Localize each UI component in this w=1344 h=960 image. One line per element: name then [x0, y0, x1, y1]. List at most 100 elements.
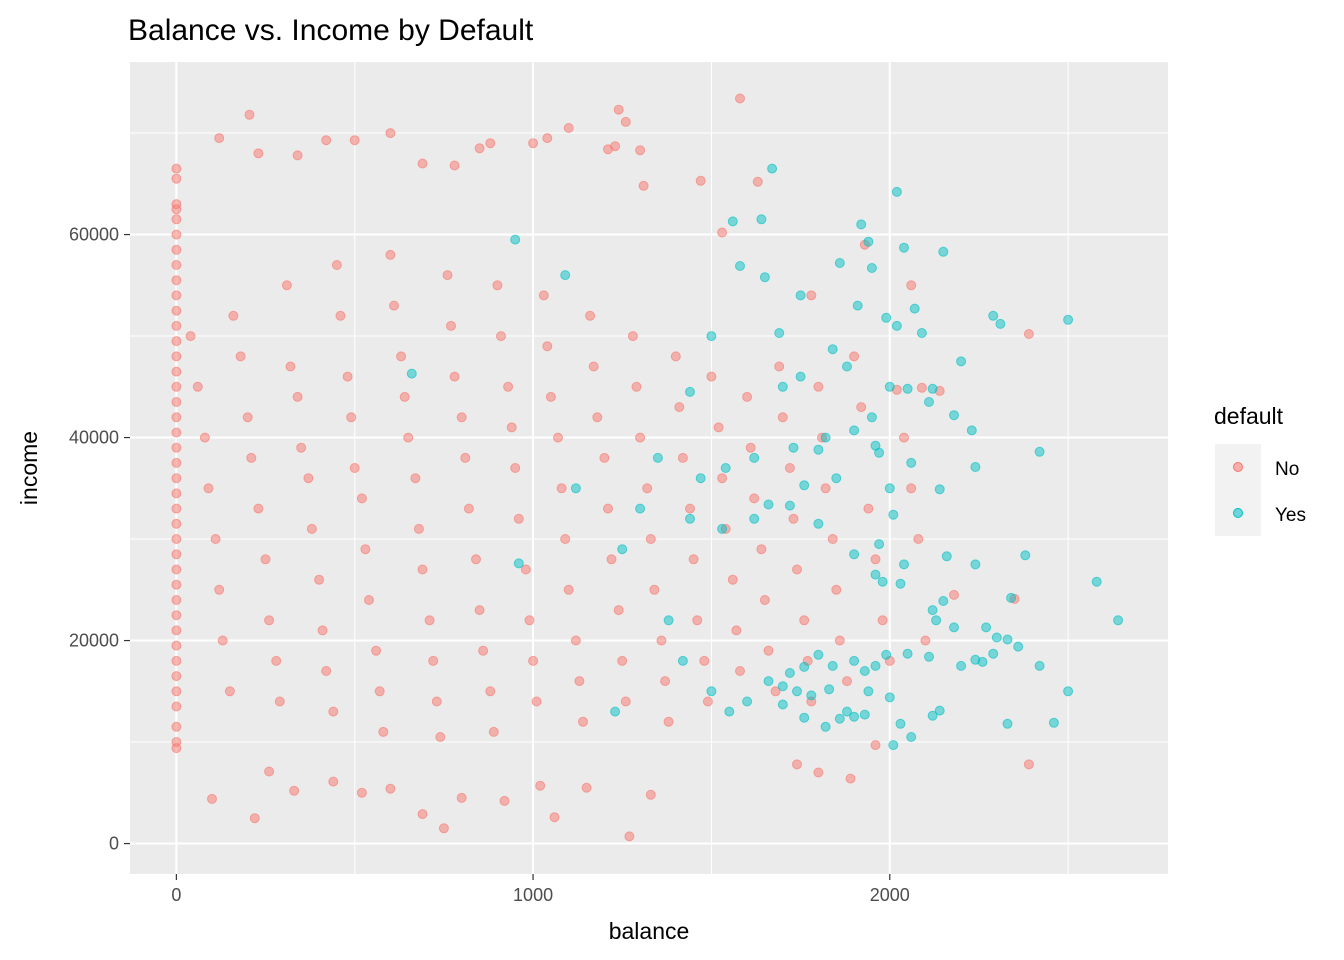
data-point [446, 320, 456, 331]
data-point [296, 442, 307, 453]
data-point [171, 244, 182, 255]
data-point [884, 483, 895, 494]
data-point [171, 457, 182, 468]
data-point [756, 544, 767, 555]
data-point [849, 711, 860, 722]
x-tick-label: 2000 [870, 885, 910, 905]
data-point [210, 534, 221, 544]
data-point [934, 484, 945, 495]
data-point [1023, 759, 1034, 770]
data-point [792, 686, 802, 697]
data-point [285, 361, 296, 372]
data-point [406, 368, 417, 379]
data-point [424, 615, 435, 626]
data-point [866, 412, 877, 423]
data-point [510, 234, 521, 245]
data-point [870, 660, 881, 671]
legend-label-no: No [1275, 459, 1299, 480]
data-point [685, 386, 695, 397]
data-point [820, 483, 831, 494]
data-point [831, 584, 842, 595]
data-point [199, 432, 210, 443]
data-point [856, 219, 867, 230]
data-point [934, 705, 945, 716]
data-point [171, 381, 182, 392]
data-point [635, 503, 646, 514]
data-point [356, 493, 367, 504]
data-point [328, 776, 339, 787]
data-point [916, 328, 927, 338]
data-point [706, 686, 717, 697]
data-point [913, 534, 924, 544]
data-point [906, 457, 917, 468]
data-point [660, 676, 671, 687]
data-point [759, 272, 770, 283]
data-point [171, 320, 182, 331]
data-point [784, 463, 795, 473]
data-point [171, 640, 182, 651]
data-point [652, 452, 663, 463]
data-point [759, 595, 770, 605]
data-point [891, 186, 902, 197]
data-point [927, 710, 938, 721]
data-point [735, 93, 745, 104]
data-point [603, 503, 613, 514]
data-point [456, 412, 467, 423]
data-point [656, 635, 667, 646]
data-point [588, 361, 599, 372]
data-point [385, 249, 396, 260]
data-point [585, 310, 596, 321]
data-point [356, 787, 367, 798]
data-point [1091, 576, 1102, 587]
data-point [171, 214, 182, 225]
data-point [763, 676, 774, 687]
data-point [224, 686, 235, 697]
data-point [281, 280, 292, 291]
data-point [456, 792, 467, 803]
data-point [264, 615, 275, 626]
data-point [510, 463, 521, 473]
data-point [745, 442, 756, 453]
data-point [956, 356, 967, 367]
data-point [214, 133, 225, 144]
data-point [735, 666, 745, 676]
data-point [842, 706, 852, 717]
data-point [592, 412, 603, 423]
data-point [1034, 446, 1045, 457]
data-point [916, 382, 927, 393]
data-point [635, 145, 646, 156]
data-points [171, 93, 1124, 842]
data-point [624, 831, 635, 842]
y-tick-label: 0 [109, 834, 119, 854]
data-point [834, 635, 845, 646]
data-point [428, 655, 439, 666]
data-point [884, 381, 895, 392]
data-point [306, 523, 317, 534]
data-point [966, 425, 977, 436]
data-point [749, 513, 760, 524]
data-point [545, 391, 556, 402]
data-point [1113, 615, 1124, 626]
data-point [214, 584, 225, 595]
y-tick-label: 60000 [69, 225, 119, 245]
data-point [713, 422, 724, 433]
data-point [909, 303, 920, 314]
data-point [171, 366, 182, 377]
data-point [492, 280, 503, 291]
data-point [503, 381, 514, 392]
data-point [171, 397, 182, 407]
data-point [442, 270, 453, 281]
data-point [799, 480, 810, 491]
data-point [645, 789, 656, 800]
data-point [610, 706, 621, 717]
y-tick-label: 40000 [69, 428, 119, 448]
data-point [1034, 660, 1045, 671]
data-point [171, 625, 182, 636]
data-point [496, 331, 506, 342]
data-point [627, 331, 638, 342]
data-point [988, 310, 999, 321]
data-point [413, 523, 424, 534]
data-point [542, 341, 553, 352]
data-point [171, 701, 182, 712]
